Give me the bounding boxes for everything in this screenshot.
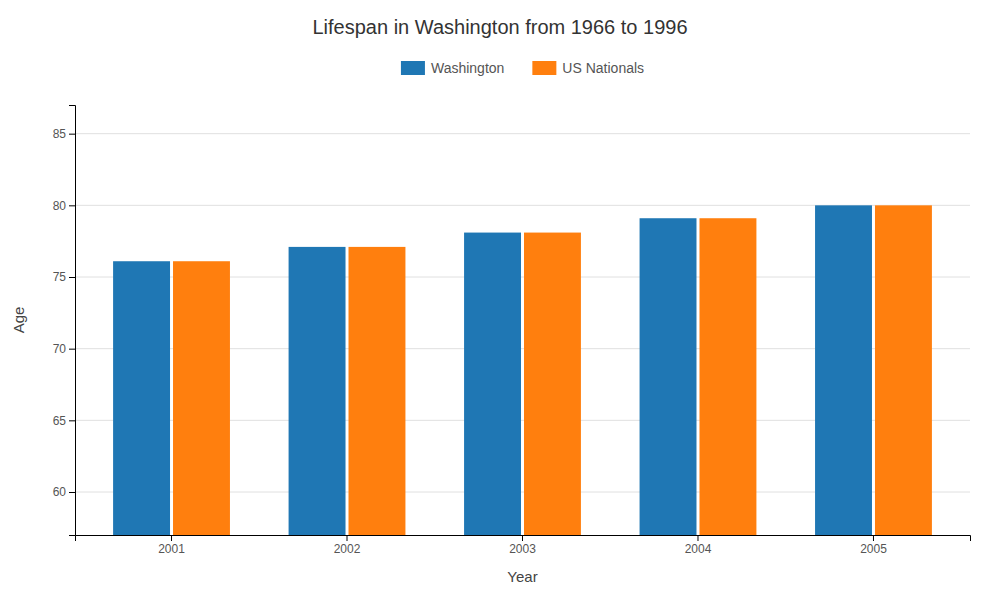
legend: Washington US Nationals xyxy=(401,60,644,76)
y-tick-mark xyxy=(69,492,75,493)
x-tick: 2004 xyxy=(685,535,712,556)
y-tick-label: 70 xyxy=(53,342,67,356)
x-tick: 2005 xyxy=(860,535,887,556)
x-tick-label: 2005 xyxy=(860,542,887,556)
bar xyxy=(173,261,230,535)
bars xyxy=(113,205,932,535)
x-tick: 2003 xyxy=(509,535,536,556)
y-tick: 70 xyxy=(53,342,75,356)
legend-swatch xyxy=(532,61,556,75)
y-axis: 60 65 70 75 80 85 xyxy=(53,106,76,536)
y-tick-mark xyxy=(69,277,75,278)
legend-label: Washington xyxy=(431,60,504,76)
x-tick-label: 2004 xyxy=(685,542,712,556)
x-tick-mark xyxy=(873,535,874,541)
chart: 2001 2002 2003 2004 2005 60 65 70 75 80 85 Year Age L… xyxy=(0,0,1000,600)
series xyxy=(173,205,932,535)
x-axis: 2001 2002 2003 2004 2005 xyxy=(76,535,971,556)
y-tick-mark xyxy=(69,134,75,135)
x-tick-label: 2003 xyxy=(509,542,536,556)
y-tick: 75 xyxy=(53,270,75,284)
x-tick: 2002 xyxy=(334,535,361,556)
bar xyxy=(289,247,346,535)
y-axis-title: Age xyxy=(10,307,27,334)
bar xyxy=(113,261,170,535)
x-tick-label: 2002 xyxy=(334,542,361,556)
x-tick-mark xyxy=(522,535,523,541)
y-tick-label: 80 xyxy=(53,199,67,213)
bar xyxy=(640,218,697,535)
legend-swatch xyxy=(401,61,425,75)
grid-line xyxy=(75,133,970,134)
x-tick-label: 2001 xyxy=(158,542,185,556)
y-tick-mark xyxy=(69,420,75,421)
legend-item: US Nationals xyxy=(532,60,644,76)
x-tick-mark xyxy=(171,535,172,541)
y-tick-mark xyxy=(69,205,75,206)
legend-item: Washington xyxy=(401,60,504,76)
bar xyxy=(815,205,872,535)
y-tick-label: 60 xyxy=(53,485,67,499)
bar xyxy=(699,218,756,535)
y-tick: 80 xyxy=(53,199,75,213)
title: Lifespan in Washington from 1966 to 1996 xyxy=(312,16,687,38)
x-axis-title: Year xyxy=(507,568,537,585)
y-tick: 60 xyxy=(53,485,75,499)
axis-line xyxy=(76,536,971,542)
axis-line xyxy=(69,106,76,536)
y-tick-label: 75 xyxy=(53,270,67,284)
legend-label: US Nationals xyxy=(562,60,644,76)
y-tick-label: 65 xyxy=(53,414,67,428)
y-tick: 65 xyxy=(53,414,75,428)
x-tick: 2001 xyxy=(158,535,185,556)
bar xyxy=(349,247,406,535)
plot: 2001 2002 2003 2004 2005 60 65 70 75 80 85 xyxy=(53,106,971,556)
y-tick-mark xyxy=(69,349,75,350)
bar xyxy=(524,233,581,535)
x-tick-mark xyxy=(697,535,698,541)
y-tick: 85 xyxy=(53,127,75,141)
bar xyxy=(875,205,932,535)
bar xyxy=(464,233,521,535)
y-tick-label: 85 xyxy=(53,127,67,141)
x-tick-mark xyxy=(347,535,348,541)
series xyxy=(113,205,872,535)
